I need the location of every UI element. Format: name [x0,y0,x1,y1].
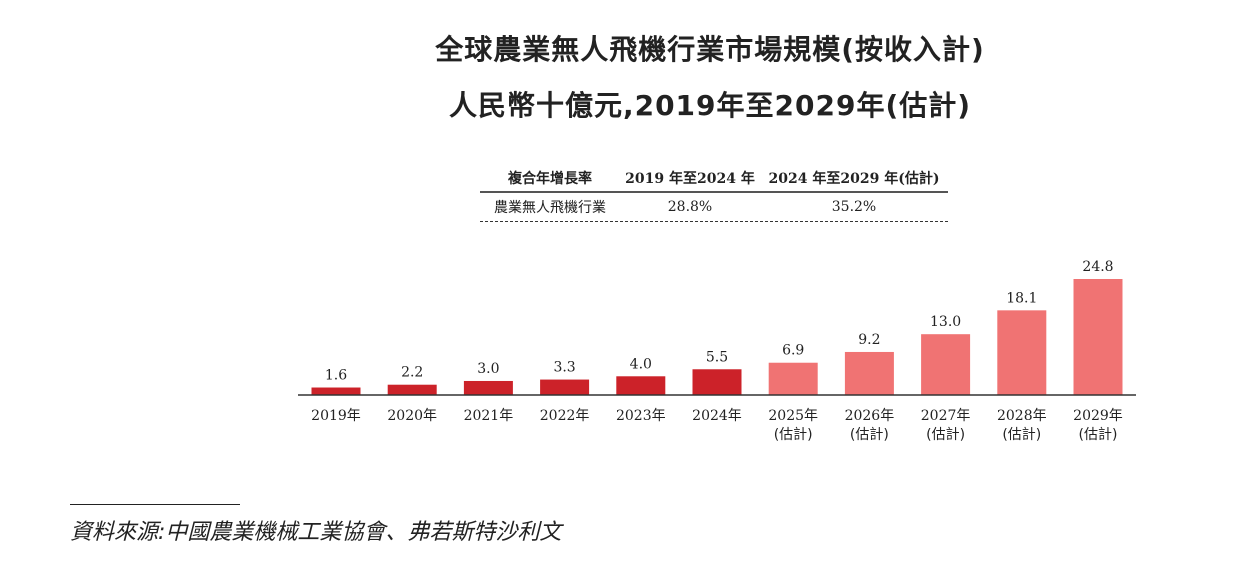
bar [692,369,742,395]
x-tick-label: 2022年 [540,408,590,424]
bar [463,380,513,395]
bar [921,334,971,395]
data-label: 24.8 [1082,259,1113,275]
cagr-header: 複合年增長率 [508,171,592,187]
cagr-table: 複合年增長率 2019 年至2024 年 2024 年至2029 年(估計) 農… [480,165,948,222]
x-tick-sublabel: (估計) [926,427,965,443]
bar [616,376,666,395]
bar [768,362,818,395]
bar [311,387,361,395]
x-tick-label: 2025年 [768,408,818,424]
x-tick-label: 2029年 [1073,408,1123,424]
cagr-cell: 28.8% [667,199,713,215]
x-tick-label: 2023年 [616,408,666,424]
cagr-header-row: 複合年增長率 2019 年至2024 年 2024 年至2029 年(估計) [480,165,948,193]
x-tick-sublabel: (估計) [1002,427,1041,443]
bar [387,384,437,395]
chart-title-line2: 人民幣十億元,2019年至2029年(估計) [448,89,972,122]
data-label: 4.0 [630,356,652,372]
x-tick-label: 2020年 [387,408,437,424]
cagr-header: 2019 年至2024 年 [625,171,755,187]
data-label: 5.5 [706,349,728,365]
bar [844,351,894,395]
data-label: 2.2 [401,365,423,381]
data-label: 9.2 [858,332,880,348]
cagr-row: 農業無人飛機行業 28.8% 35.2% [480,193,948,222]
data-label: 1.6 [325,368,347,384]
x-tick-label: 2027年 [921,408,971,424]
data-label: 3.0 [477,361,499,377]
data-label: 3.3 [553,360,575,376]
data-label: 13.0 [930,314,961,330]
x-tick-label: 2021年 [464,408,514,424]
cagr-cell: 農業無人飛機行業 [494,200,606,216]
chart-title-line1: 全球農業無人飛機行業市場規模(按收入計) [435,33,985,66]
source-note: 資料來源:中國農業機械工業協會、弗若斯特沙利文 [70,520,562,545]
x-tick-label: 2019年 [311,408,361,424]
x-tick-label: 2024年 [692,408,742,424]
data-label: 6.9 [782,343,804,359]
cagr-header: 2024 年至2029 年(估計) [768,171,940,187]
cagr-cell: 35.2% [831,199,877,215]
bar [1073,279,1123,395]
x-tick-sublabel: (估計) [850,427,889,443]
x-tick-label: 2026年 [845,408,895,424]
x-tick-label: 2028年 [997,408,1047,424]
bar [997,310,1047,395]
bar [540,379,590,395]
x-tick-sublabel: (估計) [1079,427,1118,443]
source-divider [70,504,240,505]
data-label: 18.1 [1006,290,1037,306]
x-tick-sublabel: (估計) [774,427,813,443]
